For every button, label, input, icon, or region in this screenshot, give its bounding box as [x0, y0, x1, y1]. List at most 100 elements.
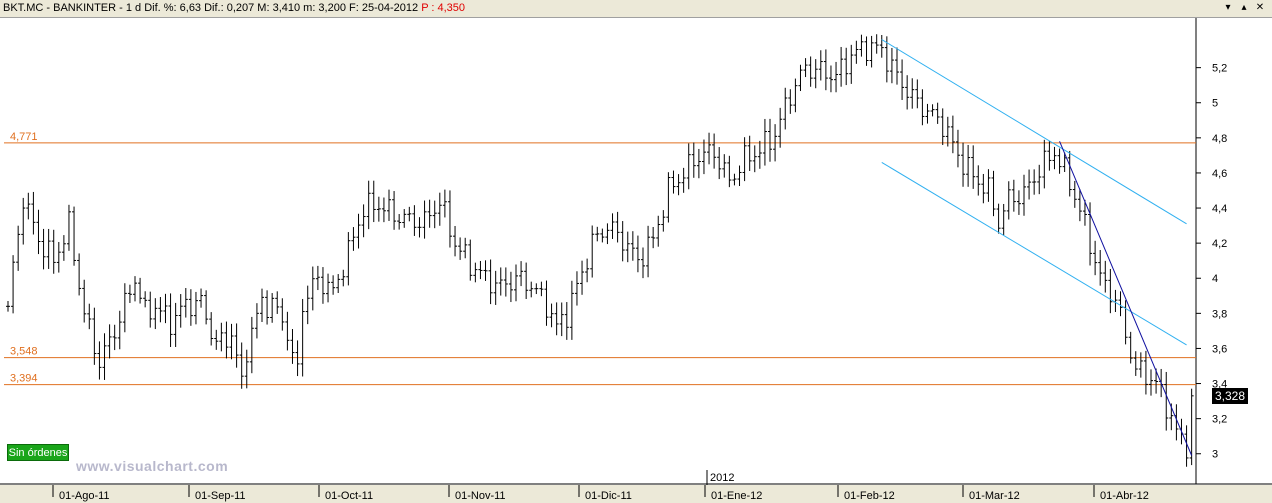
- ohlc-bar: [478, 260, 483, 280]
- ohlc-bar: [671, 170, 676, 194]
- ohlc-bar: [788, 89, 793, 114]
- ohlc-bar: [473, 262, 478, 283]
- ohlc-bar: [1184, 425, 1189, 467]
- ohlc-bar: [864, 36, 869, 66]
- x-tick-label: 01-Dic-11: [585, 490, 632, 502]
- ohlc-bar: [260, 288, 264, 323]
- ohlc-bar: [915, 79, 920, 109]
- ohlc-bar: [605, 223, 610, 245]
- ohlc-bar: [107, 324, 112, 359]
- ohlc-bar: [453, 225, 458, 257]
- ohlc-bar: [1077, 189, 1082, 222]
- horizontal-level-label: 4,771: [10, 131, 38, 143]
- ohlc-bar: [966, 144, 971, 187]
- ohlc-bar: [234, 323, 239, 368]
- ohlc-bar: [869, 35, 874, 68]
- ohlc-bar: [905, 75, 910, 110]
- ohlc-bar: [712, 133, 717, 169]
- ohlc-bar: [1093, 240, 1098, 276]
- ohlc-bar: [326, 273, 331, 303]
- ohlc-bar: [727, 155, 732, 188]
- horizontal-level-label: 3,548: [10, 346, 38, 358]
- trend-lines: [881, 39, 1193, 456]
- ohlc-bar: [483, 260, 488, 281]
- y-axis-panel: [1197, 18, 1272, 484]
- ohlc-bar: [432, 200, 437, 229]
- ohlc-bar: [290, 328, 295, 364]
- last-value-box: [1212, 388, 1248, 404]
- ohlc-bar: [112, 324, 117, 351]
- ohlc-bar: [300, 298, 305, 377]
- ohlc-bar: [397, 214, 402, 230]
- ohlc-bar: [945, 116, 950, 147]
- ohlc-bar: [402, 209, 407, 228]
- ohlc-bar: [214, 329, 219, 350]
- ohlc-bar: [102, 333, 107, 380]
- last-value-label: 3,328: [1215, 389, 1245, 403]
- ohlc-bar: [219, 322, 224, 352]
- ohlc-bar: [539, 281, 544, 297]
- ohlc-bar: [580, 260, 585, 295]
- ohlc-bar: [168, 293, 173, 347]
- ohlc-bar: [143, 291, 148, 308]
- ohlc-bar: [1016, 190, 1021, 215]
- ohlc-bar: [1149, 369, 1153, 396]
- close-icon[interactable]: ✕: [1255, 2, 1265, 13]
- ohlc-bar: [757, 140, 762, 169]
- ohlc-bar: [900, 59, 905, 100]
- ohlc-bar: [874, 34, 879, 54]
- horizontal-level-label: 3,394: [10, 373, 38, 385]
- ohlc-bar: [508, 271, 513, 303]
- ohlc-bar: [686, 143, 691, 190]
- ohlc-bar: [935, 102, 940, 124]
- ohlc-bar: [844, 47, 849, 86]
- ohlc-bar: [193, 291, 198, 325]
- ohlc-bar: [834, 61, 839, 93]
- ohlc-bar: [991, 170, 996, 217]
- y-tick-label: 4,2: [1212, 238, 1227, 250]
- ohlc-bar: [407, 206, 412, 222]
- ohlc-bar: [773, 124, 778, 162]
- ohlc-bar: [6, 301, 10, 312]
- ohlc-bar: [1067, 150, 1072, 197]
- y-tick-label: 4,4: [1212, 203, 1227, 215]
- ohlc-bar: [524, 262, 529, 299]
- ohlc-bar: [87, 303, 92, 330]
- ohlc-bar: [762, 118, 767, 166]
- y-axis: 3 3,2 3,4 3,6 3,8 4 4,2 4,4 4,6 4,8 5 5,2: [1196, 63, 1227, 461]
- ohlc-bar: [854, 40, 859, 64]
- ohlc-bar: [1133, 351, 1138, 376]
- ohlc-bar: [224, 321, 229, 359]
- ohlc-bar: [229, 323, 234, 360]
- ohlc-bar: [514, 264, 518, 302]
- ohlc-bar: [717, 147, 722, 180]
- ohlc-bar: [707, 132, 712, 165]
- ohlc-bar: [920, 89, 925, 126]
- x-tick-label: 01-Ene-12: [711, 490, 762, 502]
- ohlc-bar: [199, 288, 204, 308]
- ohlc-bar: [529, 281, 534, 298]
- ohlc-bar: [422, 200, 427, 239]
- y-tick-label: 4: [1212, 273, 1218, 285]
- ohlc-bar: [21, 197, 26, 245]
- ohlc-bar: [209, 312, 214, 346]
- ohlc-bar: [696, 148, 701, 179]
- ohlc-bar: [722, 154, 727, 178]
- ohlc-bar: [646, 225, 651, 278]
- x-axis: 01-Ago-11 01-Sep-11 01-Oct-11 01-Nov-11 01-D…: [52, 470, 1149, 502]
- ohlc-bar: [600, 228, 605, 243]
- ohlc-bar: [701, 139, 706, 175]
- minimize-icon[interactable]: ▾: [1225, 2, 1231, 13]
- no-orders-badge[interactable]: Sin órdenes: [7, 444, 69, 461]
- ohlc-bar: [77, 253, 82, 296]
- ohlc-bar: [26, 192, 31, 220]
- ohlc-bar: [976, 165, 981, 196]
- ohlc-bar: [940, 108, 945, 146]
- ohlc-bar: [346, 232, 351, 286]
- ohlc-bar: [981, 173, 986, 204]
- ohlc-bar: [1042, 139, 1047, 189]
- y-tick-label: 5,2: [1212, 63, 1227, 75]
- ohlc-bar: [31, 191, 36, 235]
- maximize-icon[interactable]: ▴: [1241, 2, 1247, 13]
